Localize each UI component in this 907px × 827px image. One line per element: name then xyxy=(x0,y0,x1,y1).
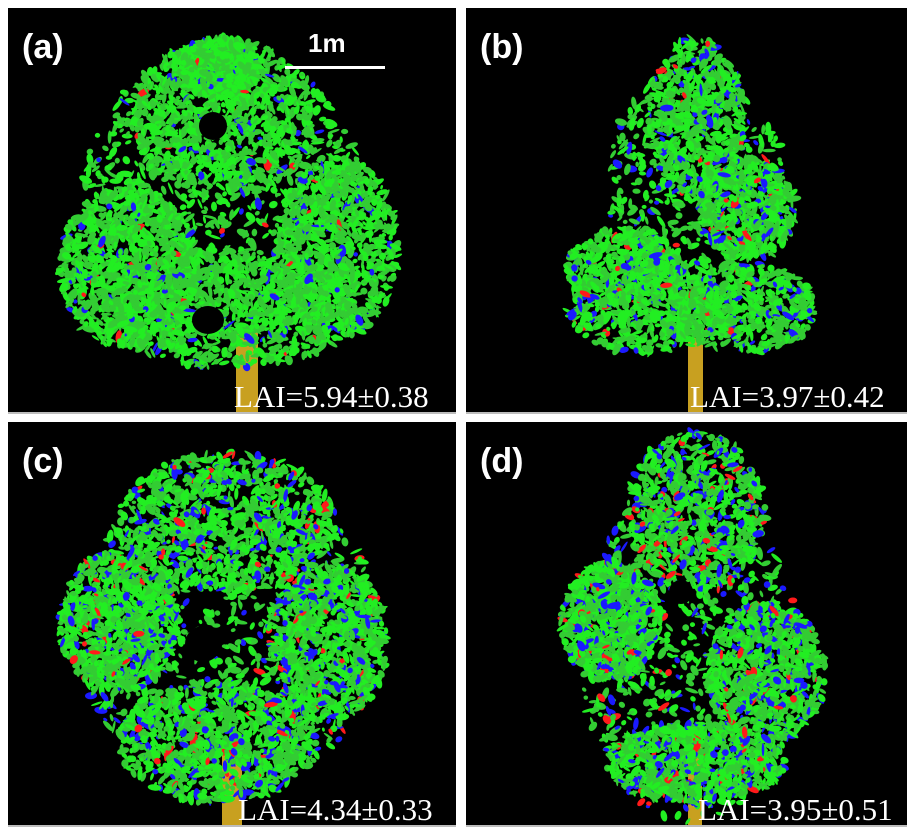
tree-canopy-a xyxy=(55,32,403,414)
panel-label-a: (a) xyxy=(22,28,64,66)
scale-bar-label: 1m xyxy=(308,28,346,58)
panel-label-c: (c) xyxy=(22,442,64,480)
panel-a: (a) 1m LAI=5.94±0.38 xyxy=(8,8,456,414)
lai-value-a: LAI=5.94±0.38 xyxy=(234,379,429,414)
panel-baseline xyxy=(8,825,456,827)
panel-baseline xyxy=(466,825,907,827)
tree-canopy-d xyxy=(556,427,829,827)
panel-b: (b) LAI=3.97±0.42 xyxy=(466,8,907,414)
panel-baseline xyxy=(466,412,907,414)
lai-value-c: LAI=4.34±0.33 xyxy=(238,792,433,827)
panel-d: (d) LAI=3.95±0.51 xyxy=(466,422,907,827)
panel-label-d: (d) xyxy=(480,442,524,480)
tree-canopy-c xyxy=(55,448,391,827)
panel-baseline xyxy=(8,412,456,414)
panel-label-b: (b) xyxy=(480,28,524,66)
panel-c: (c) LAI=4.34±0.33 xyxy=(8,422,456,827)
lai-value-b: LAI=3.97±0.42 xyxy=(690,379,885,414)
scale-bar xyxy=(285,66,385,69)
tree-canopy-b xyxy=(562,34,818,414)
lai-value-d: LAI=3.95±0.51 xyxy=(698,792,893,827)
